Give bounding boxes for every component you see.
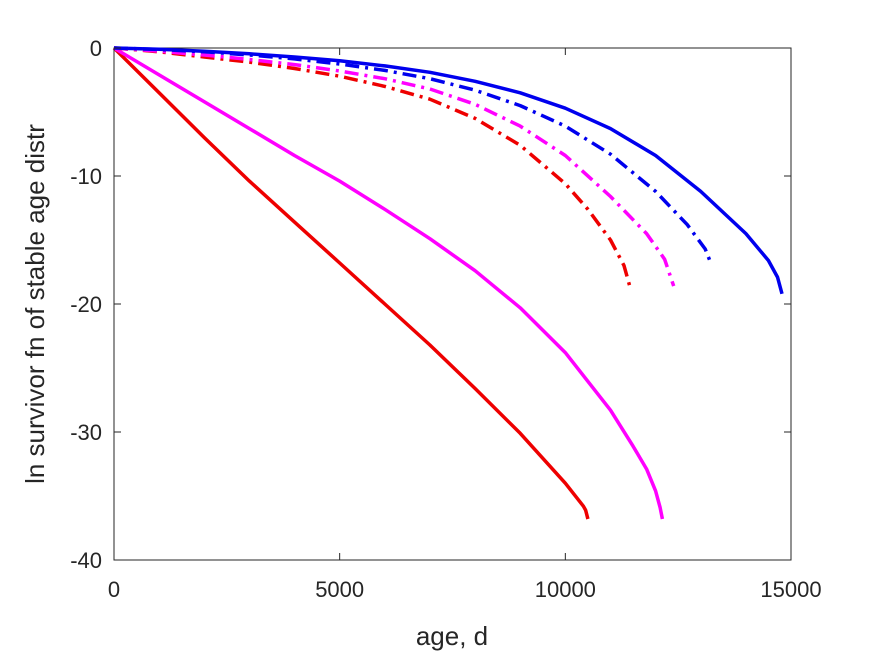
tick-layer: 0 5000 10000 15000 0 -10 -20 -30 -40 bbox=[70, 36, 821, 602]
series-line-blue-dash-dot bbox=[113, 46, 712, 262]
y-tick-label: -20 bbox=[70, 292, 102, 317]
y-axis-label: ln survivor fn of stable age distr bbox=[20, 124, 50, 484]
series-layer bbox=[112, 46, 784, 520]
y-tick-label: 0 bbox=[90, 36, 102, 61]
x-tick-label: 15000 bbox=[760, 577, 821, 602]
series-line-red-solid bbox=[112, 46, 590, 520]
y-tick-label: -10 bbox=[70, 164, 102, 189]
series-line-magenta-solid bbox=[113, 46, 665, 520]
y-tick-label: -30 bbox=[70, 420, 102, 445]
x-tick-label: 0 bbox=[108, 577, 120, 602]
x-tick-label: 5000 bbox=[315, 577, 364, 602]
x-tick-label: 10000 bbox=[535, 577, 596, 602]
series-line-red-dash-dot bbox=[113, 46, 633, 291]
x-axis-label: age, d bbox=[416, 621, 488, 651]
y-tick-label: -40 bbox=[70, 548, 102, 573]
